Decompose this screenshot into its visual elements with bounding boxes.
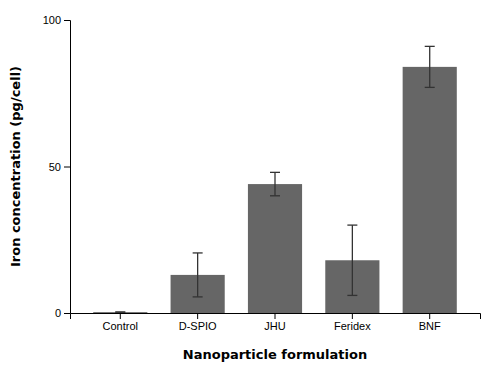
error-cap xyxy=(270,172,280,173)
error-bar xyxy=(270,172,280,195)
x-tick: JHU xyxy=(264,313,285,332)
error-line xyxy=(352,225,353,295)
x-tick-mark xyxy=(429,313,430,319)
x-axis-line xyxy=(71,314,481,320)
x-tick-mark xyxy=(352,313,353,319)
y-tick-mark xyxy=(64,20,70,21)
error-cap xyxy=(115,311,125,312)
error-cap xyxy=(425,87,435,88)
x-tick-label: BNF xyxy=(419,320,441,332)
y-tick-mark xyxy=(64,313,70,314)
x-tick: Control xyxy=(103,313,138,332)
x-tick-label: D-SPIO xyxy=(179,320,217,332)
x-tick-label: JHU xyxy=(264,320,285,332)
y-tick-label: 0 xyxy=(55,307,61,319)
marks xyxy=(93,46,457,313)
y-tick: 50 xyxy=(49,161,70,173)
x-tick-label: Feridex xyxy=(334,320,371,332)
error-line xyxy=(274,172,275,195)
error-bar xyxy=(193,253,203,297)
y-tick-mark xyxy=(64,167,70,168)
chart: 0 50 100 Control D-SPIO JHU Feridex BNF Nanopart… xyxy=(0,0,500,373)
error-line xyxy=(429,46,430,87)
bar xyxy=(403,67,457,313)
bar xyxy=(248,184,302,313)
bar xyxy=(93,312,147,313)
x-tick-mark xyxy=(275,313,276,319)
y-tick: 100 xyxy=(43,14,70,26)
plot: 0 50 100 Control D-SPIO JHU Feridex BNF xyxy=(43,14,481,332)
y-axis-line xyxy=(64,21,71,314)
error-cap xyxy=(425,46,435,47)
error-bar xyxy=(347,225,357,295)
x-axis-title: Nanoparticle formulation xyxy=(183,347,367,362)
x-tick-mark xyxy=(120,313,121,319)
y-tick: 0 xyxy=(55,307,70,319)
error-cap xyxy=(193,252,203,253)
x-tick: D-SPIO xyxy=(179,313,217,332)
error-cap xyxy=(115,311,125,312)
error-cap xyxy=(270,195,280,196)
y-tick-label: 50 xyxy=(49,161,61,173)
x-axis: Control D-SPIO JHU Feridex BNF xyxy=(71,313,481,332)
y-axis: 0 50 100 xyxy=(43,14,71,319)
x-tick-mark xyxy=(197,313,198,319)
error-cap xyxy=(347,295,357,296)
x-tick: Feridex xyxy=(334,313,371,332)
error-line xyxy=(197,253,198,297)
error-cap xyxy=(347,224,357,225)
x-tick: BNF xyxy=(419,313,441,332)
y-tick-label: 100 xyxy=(43,14,61,26)
error-cap xyxy=(193,296,203,297)
x-tick-label: Control xyxy=(103,320,138,332)
y-axis-title: Iron concentration (pg/cell) xyxy=(8,66,23,267)
error-bar xyxy=(115,312,125,313)
error-bar xyxy=(425,46,435,87)
